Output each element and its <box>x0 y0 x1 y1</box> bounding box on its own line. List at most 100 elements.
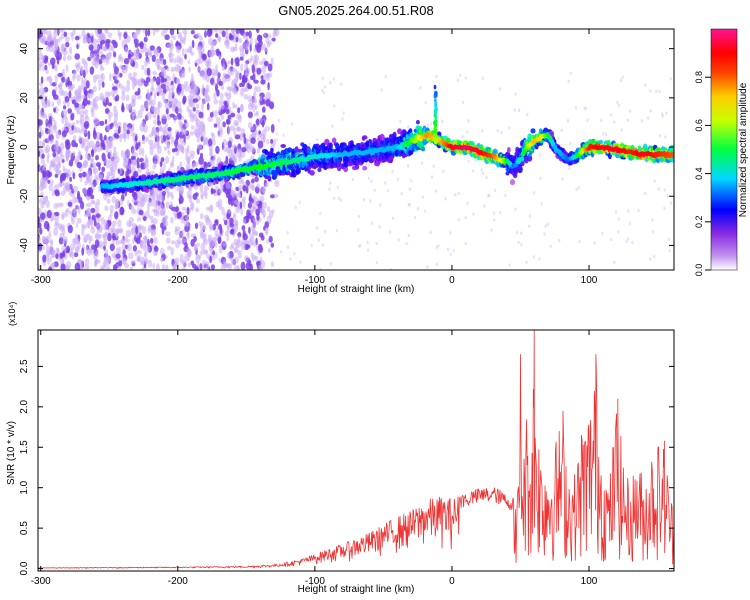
noise-dot <box>81 57 85 64</box>
noise-dot <box>593 241 596 245</box>
noise-dot <box>197 66 201 73</box>
noise-dot <box>108 51 112 56</box>
noise-dot <box>583 106 586 110</box>
noise-dot <box>170 66 174 73</box>
noise-dot <box>379 203 382 207</box>
noise-dot <box>67 76 70 86</box>
noise-dot <box>96 137 100 146</box>
noise-dot <box>170 80 174 86</box>
noise-dot <box>120 149 125 158</box>
noise-dot <box>380 88 383 92</box>
noise-dot <box>234 192 239 197</box>
noise-dot <box>46 209 52 219</box>
noise-dot <box>271 209 275 215</box>
noise-dot <box>90 207 96 214</box>
noise-dot <box>424 100 427 105</box>
noise-dot <box>628 221 632 226</box>
noise-dot <box>56 97 61 106</box>
noise-dot <box>182 29 188 35</box>
noise-dot <box>49 239 53 244</box>
ridge-cell <box>509 179 516 186</box>
noise-dot <box>51 262 56 267</box>
noise-dot <box>87 265 90 270</box>
noise-dot <box>98 79 102 86</box>
noise-dot <box>405 241 408 246</box>
noise-dot <box>233 223 239 232</box>
noise-dot <box>132 245 137 252</box>
noise-dot <box>164 100 170 110</box>
noise-dot <box>129 266 134 270</box>
noise-dot <box>96 162 101 167</box>
noise-dot <box>118 260 123 267</box>
noise-dot <box>613 260 616 265</box>
noise-dot <box>159 257 164 263</box>
noise-dot <box>471 169 475 173</box>
noise-dot <box>456 78 459 82</box>
noise-dot <box>172 155 175 163</box>
noise-dot <box>106 198 111 204</box>
noise-dot <box>173 58 177 64</box>
noise-dot <box>65 245 71 254</box>
noise-dot <box>187 95 192 103</box>
noise-dot <box>237 148 242 153</box>
noise-dot <box>100 39 106 45</box>
noise-dot <box>171 102 176 108</box>
noise-dot <box>258 232 264 238</box>
noise-dot <box>508 263 511 267</box>
noise-dot <box>560 128 563 133</box>
noise-dot <box>113 264 118 270</box>
noise-dot <box>214 39 218 45</box>
noise-dot <box>294 205 297 210</box>
noise-dot <box>47 179 51 184</box>
noise-dot <box>54 78 58 85</box>
noise-dot <box>123 32 128 39</box>
noise-dot <box>130 227 135 235</box>
noise-dot <box>156 136 160 146</box>
noise-dot <box>195 109 199 115</box>
noise-dot <box>268 235 273 243</box>
noise-dot <box>38 131 42 139</box>
noise-dot <box>251 64 255 74</box>
noise-dot <box>139 41 144 50</box>
noise-dot <box>259 60 264 66</box>
noise-dot <box>194 222 199 230</box>
noise-dot <box>99 66 105 72</box>
noise-dot <box>115 123 119 129</box>
noise-dot <box>413 215 417 220</box>
noise-dot <box>150 237 154 244</box>
noise-dot <box>157 101 161 110</box>
noise-dot <box>203 189 208 197</box>
noise-dot <box>649 89 652 93</box>
noise-dot <box>207 116 213 123</box>
noise-dot <box>52 123 57 133</box>
noise-dot <box>196 58 201 66</box>
noise-dot <box>333 104 336 108</box>
noise-dot <box>48 115 52 125</box>
noise-dot <box>184 254 189 262</box>
noise-dot <box>187 144 190 153</box>
noise-dot <box>124 262 129 269</box>
noise-dot <box>161 126 167 135</box>
noise-dot <box>126 129 130 135</box>
noise-dot <box>65 64 69 73</box>
noise-dot <box>162 134 167 142</box>
noise-dot <box>264 226 269 234</box>
noise-dot <box>250 184 256 191</box>
noise-dot <box>178 232 183 239</box>
noise-dot <box>40 202 45 209</box>
noise-dot <box>242 33 247 40</box>
noise-dot <box>59 149 63 157</box>
noise-dot <box>153 119 157 125</box>
noise-dot <box>435 262 438 267</box>
noise-dot <box>130 259 136 264</box>
noise-dot <box>117 55 122 63</box>
noise-dot <box>126 132 130 140</box>
noise-dot <box>175 45 181 54</box>
noise-dot <box>250 210 254 215</box>
noise-dot <box>651 229 655 234</box>
noise-dot <box>646 116 650 120</box>
noise-dot <box>464 215 467 220</box>
noise-dot <box>72 185 79 193</box>
noise-dot <box>53 144 60 151</box>
noise-dot <box>231 67 237 73</box>
